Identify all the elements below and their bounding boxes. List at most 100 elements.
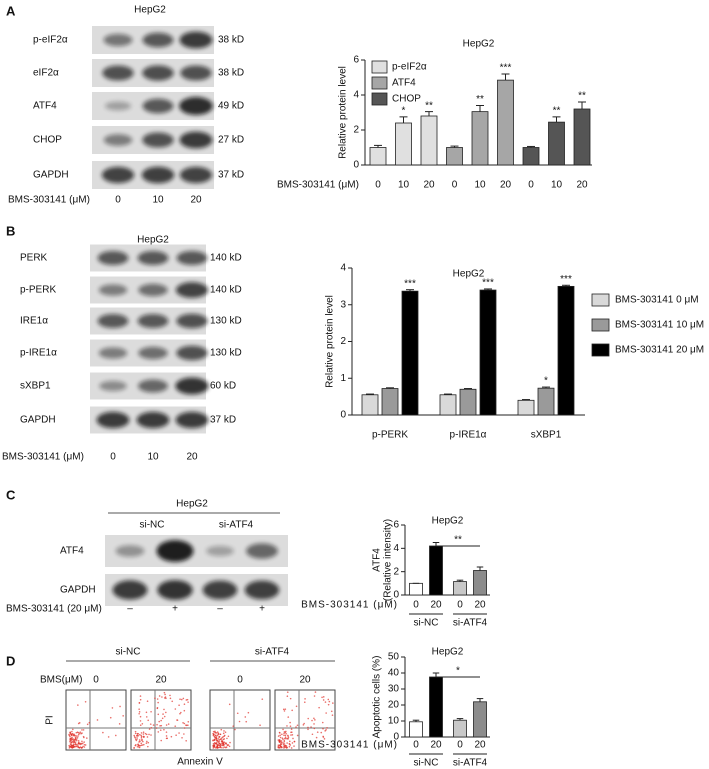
significance: ** [553,106,561,117]
event-dot [83,746,86,748]
event-dot [158,695,161,697]
event-dot [138,712,140,715]
legend-swatch [371,92,388,106]
event-dot [222,732,225,735]
event-dot [70,743,72,746]
event-dot [321,721,324,724]
event-dot [212,734,215,737]
event-dot [102,731,104,734]
blot-band [179,131,213,149]
event-dot [291,731,293,733]
event-dot [282,743,285,746]
event-dot [138,741,140,743]
blot-band [97,313,129,329]
event-dot [282,728,284,731]
event-dot [170,735,173,738]
event-dot [313,717,315,720]
event-dot [181,736,183,739]
y-tick-label: 4 [393,543,399,554]
event-dot [187,701,189,703]
event-dot [109,716,112,719]
event-dot [327,698,330,701]
event-dot [156,723,158,726]
event-dot [77,704,79,706]
event-dot [138,733,141,736]
y-tick-label: 4 [353,90,359,101]
event-dot [216,746,219,748]
blot-band [115,545,145,557]
significance: *** [500,63,512,74]
blot-band [112,580,148,600]
event-dot [68,744,70,747]
event-dot [282,708,285,711]
event-dot [322,696,325,698]
event-dot [178,732,180,734]
protein-label: p-eIF2α [33,35,68,46]
event-dot [223,741,226,744]
event-dot [292,737,294,740]
bar [453,581,467,596]
event-dot [212,739,214,741]
event-dot [289,725,292,727]
event-dot [138,744,140,747]
event-dot [74,745,76,748]
event-dot [215,734,217,737]
size-label: 140 kD [210,285,242,296]
event-dot [234,728,236,731]
significance: *** [404,278,416,289]
group-label: si-ATF4 [453,758,488,769]
event-dot [286,725,288,727]
event-dot [277,747,280,749]
event-dot [238,720,241,723]
x-tick-label: 0 [528,180,534,191]
event-dot [141,722,144,725]
event-dot [280,743,282,745]
event-dot [215,739,218,742]
bar [471,111,489,166]
event-dot [286,746,289,749]
event-dot [179,712,181,715]
event-dot [296,724,299,727]
blot-band [206,545,234,557]
event-dot [69,732,72,735]
event-dot [68,733,70,736]
event-dot [185,699,188,701]
size-label: 60 kD [210,381,236,392]
blot-band [175,411,209,429]
event-dot [138,746,140,748]
event-dot [219,733,222,736]
event-dot [138,739,141,741]
x-tick-label: 20 [423,180,435,191]
event-dot [138,701,141,704]
event-dot [165,711,167,714]
event-dot [70,734,73,736]
event-dot [155,727,158,729]
event-dot [76,731,79,733]
group-label: si-NC [414,618,439,629]
x-tick-label: p-PERK [372,430,408,441]
blot-band [175,282,209,298]
blot-band [246,543,278,559]
bar [548,121,565,166]
group-label: si-NC [140,520,165,531]
event-dot [303,701,306,704]
event-dot [134,737,137,739]
significance: ** [476,94,484,105]
cell-line: HepG2 [176,499,208,510]
event-dot [157,731,160,733]
event-dot [279,732,281,734]
significance: ** [454,535,462,546]
event-dot [290,747,293,749]
y-tick-label: 6 [393,520,399,531]
event-dot [290,728,293,730]
event-dot [244,716,247,718]
size-label: 38 kD [218,68,244,79]
event-dot [178,704,180,707]
event-dot [226,737,228,740]
blot-band [101,166,135,184]
event-dot [82,729,85,731]
event-dot [154,697,156,700]
flow-plot [274,689,336,751]
event-dot [212,732,214,735]
event-dot [75,739,78,742]
